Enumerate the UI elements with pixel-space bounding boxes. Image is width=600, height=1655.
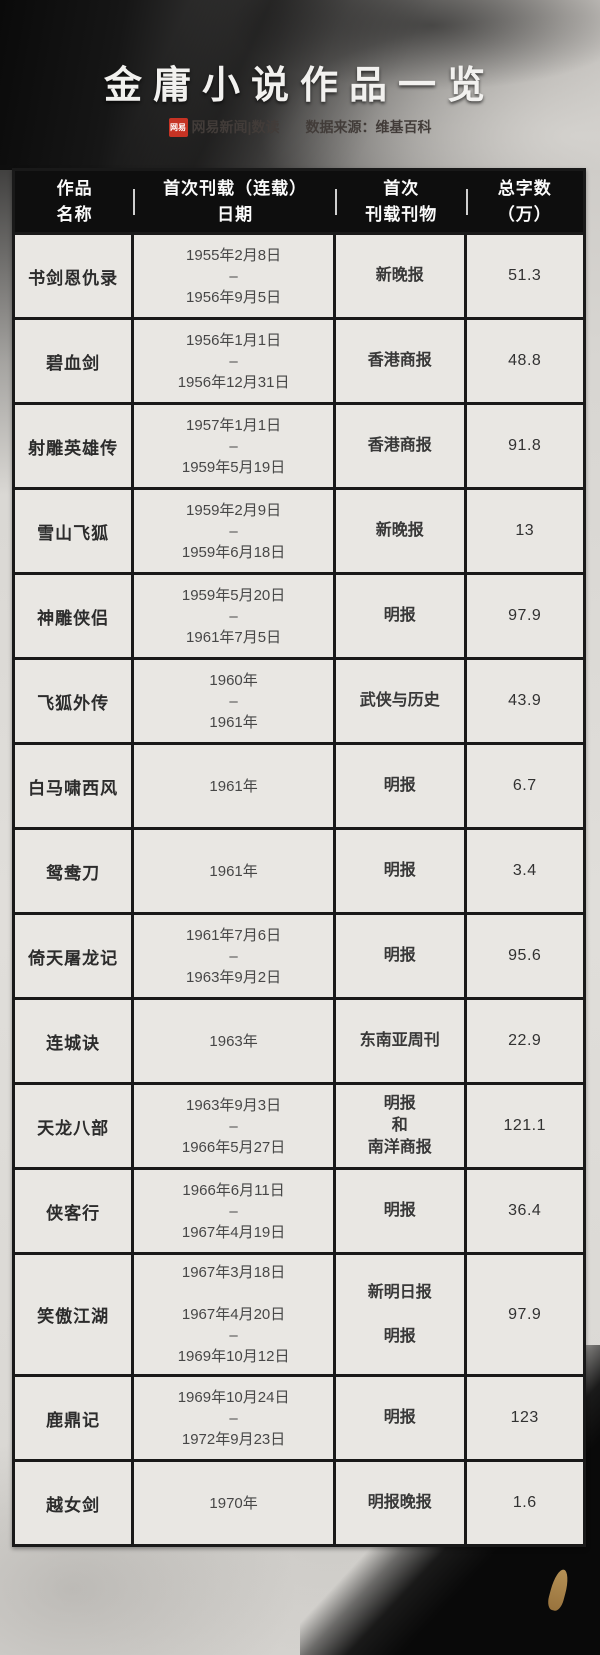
- column-header-line: 总字数: [497, 179, 552, 198]
- serialization-dates-cell: 1957年1月1日 – 1959年5月19日: [134, 405, 336, 487]
- page-title: 金庸小说作品一览: [103, 65, 496, 107]
- publication-cell: 香港商报: [336, 405, 467, 487]
- publication-cell: 明报: [336, 1377, 467, 1459]
- table-row: 雪山飞狐 1959年2月9日 – 1959年6月18日 新晚报 13: [15, 487, 583, 572]
- table-row: 鸳鸯刀 1961年 明报 3.4: [15, 827, 583, 912]
- word-count-cell: 6.7: [512, 777, 537, 794]
- work-name-cell: 神雕侠侣: [15, 575, 135, 657]
- table-row: 侠客行 1966年6月11日 – 1967年4月19日 明报 36.4: [15, 1167, 583, 1252]
- word-count-cell: 13: [515, 522, 535, 539]
- work-name-cell: 倚天屠龙记: [15, 915, 135, 997]
- publication-cell: 明报晚报: [336, 1462, 467, 1544]
- publication-cell: 香港商报: [336, 320, 467, 402]
- column-header-line: 日期: [217, 204, 254, 224]
- word-count-cell: 51.3: [508, 267, 542, 284]
- serialization-dates-cell: 1959年2月9日 – 1959年6月18日: [134, 490, 336, 572]
- serialization-dates-cell: 1969年10月24日 – 1972年9月23日: [134, 1377, 336, 1459]
- serialization-dates-cell: 1966年6月11日 – 1967年4月19日: [134, 1170, 336, 1252]
- top-ink-texture: [0, 0, 600, 170]
- left-ink-smudge: [0, 165, 13, 495]
- work-name-cell: 侠客行: [15, 1170, 135, 1252]
- word-count-cell: 97.9: [508, 607, 542, 624]
- table-row: 鹿鼎记 1969年10月24日 – 1972年9月23日 明报 123: [15, 1374, 583, 1459]
- work-name-cell: 天龙八部: [15, 1085, 135, 1167]
- table-row: 连城诀 1963年 东南亚周刊 22.9: [15, 997, 583, 1082]
- publication-cell: 明报: [336, 830, 467, 912]
- word-count-cell: 91.8: [508, 437, 542, 454]
- table-row: 书剑恩仇录 1955年2月8日 – 1956年9月5日 新晚报 51.3: [15, 232, 583, 317]
- work-name-cell: 飞狐外传: [15, 660, 135, 742]
- publication-cell: 新明日报 明报: [336, 1255, 467, 1374]
- publication-cell: 新晚报: [336, 235, 467, 317]
- serialization-dates-cell: 1955年2月8日 – 1956年9月5日: [134, 235, 336, 317]
- publication-cell: 明报: [336, 575, 467, 657]
- work-name-cell: 碧血剑: [15, 320, 135, 402]
- work-name-cell: 鸳鸯刀: [15, 830, 135, 912]
- word-count-cell: 43.9: [508, 692, 542, 709]
- serialization-dates-cell: 1956年1月1日 – 1956年12月31日: [134, 320, 336, 402]
- serialization-dates-cell: 1961年: [134, 830, 336, 912]
- word-count-cell: 36.4: [508, 1202, 542, 1219]
- work-name-cell: 连城诀: [15, 1000, 135, 1082]
- work-name-cell: 鹿鼎记: [15, 1377, 135, 1459]
- column-header-publication: 首次 刊载刊物: [336, 176, 467, 227]
- publication-cell: 明报: [336, 915, 467, 997]
- works-table: 作品 名称 首次刊载（连载） 日期 首次 刊载刊物 总字数 （万） 书剑恩仇录 …: [12, 168, 586, 1547]
- word-count-cell: 48.8: [508, 352, 542, 369]
- publication-cell: 武侠与历史: [336, 660, 467, 742]
- serialization-dates-cell: 1970年: [134, 1462, 336, 1544]
- table-row: 碧血剑 1956年1月1日 – 1956年12月31日 香港商报 48.8: [15, 317, 583, 402]
- column-header-line: 刊载刊物: [365, 204, 438, 224]
- serialization-dates-cell: 1961年: [134, 745, 336, 827]
- word-count-cell: 22.9: [508, 1032, 542, 1049]
- word-count-cell: 97.9: [508, 1305, 542, 1323]
- brand-name: 网易新闻|数读: [191, 119, 280, 135]
- work-name-cell: 越女剑: [15, 1462, 135, 1544]
- publication-cell: 明报: [336, 745, 467, 827]
- column-header-dates: 首次刊载（连载） 日期: [134, 176, 336, 227]
- word-count-cell: 121.1: [503, 1117, 546, 1134]
- column-header-line: （万）: [497, 204, 552, 224]
- word-count-cell: 1.6: [512, 1494, 537, 1511]
- work-name-cell: 笑傲江湖: [15, 1255, 135, 1374]
- word-count-cell: 123: [510, 1409, 539, 1426]
- netease-logo-icon: 网易: [168, 117, 188, 137]
- table-row: 飞狐外传 1960年 – 1961年 武侠与历史 43.9: [15, 657, 583, 742]
- work-name-cell: 雪山飞狐: [15, 490, 135, 572]
- table-row: 神雕侠侣 1959年5月20日 – 1961年7月5日 明报 97.9: [15, 572, 583, 657]
- table-row: 天龙八部 1963年9月3日 – 1966年5月27日 明报 和 南洋商报 12…: [15, 1082, 583, 1167]
- serialization-dates-cell: 1963年: [134, 1000, 336, 1082]
- column-header-line: 首次刊载（连载）: [163, 179, 308, 198]
- table-row: 越女剑 1970年 明报晚报 1.6: [15, 1459, 583, 1544]
- work-name-cell: 射雕英雄传: [15, 405, 135, 487]
- publication-cell: 东南亚周刊: [336, 1000, 467, 1082]
- table-body: 书剑恩仇录 1955年2月8日 – 1956年9月5日 新晚报 51.3 碧血剑…: [15, 232, 583, 1544]
- column-header-word-count: 总字数 （万）: [467, 176, 583, 227]
- table-row: 笑傲江湖 1967年3月18日 1967年4月20日 – 1969年10月12日…: [15, 1252, 583, 1374]
- word-count-cell: 95.6: [508, 947, 542, 964]
- publication-cell: 明报 和 南洋商报: [336, 1085, 467, 1167]
- work-name-cell: 书剑恩仇录: [15, 235, 135, 317]
- serialization-dates-cell: 1961年7月6日 – 1963年9月2日: [134, 915, 336, 997]
- serialization-dates-cell: 1959年5月20日 – 1961年7月5日: [134, 575, 336, 657]
- table-row: 倚天屠龙记 1961年7月6日 – 1963年9月2日 明报 95.6: [15, 912, 583, 997]
- publication-cell: 新晚报: [336, 490, 467, 572]
- brand-line: 网易 网易新闻|数读 数据来源：维基百科: [0, 117, 600, 137]
- table-row: 射雕英雄传 1957年1月1日 – 1959年5月19日 香港商报 91.8: [15, 402, 583, 487]
- column-header-line: 名称: [56, 204, 93, 224]
- word-count-cell: 3.4: [512, 862, 537, 879]
- column-header-line: 作品: [56, 179, 93, 198]
- serialization-dates-cell: 1963年9月3日 – 1966年5月27日: [134, 1085, 336, 1167]
- column-header-line: 首次: [383, 179, 420, 198]
- serialization-dates-cell: 1967年3月18日 1967年4月20日 – 1969年10月12日: [134, 1255, 336, 1374]
- table-header-row: 作品 名称 首次刊载（连载） 日期 首次 刊载刊物 总字数 （万）: [15, 171, 583, 232]
- column-header-work-name: 作品 名称: [15, 176, 134, 227]
- work-name-cell: 白马啸西风: [15, 745, 135, 827]
- publication-cell: 明报: [336, 1170, 467, 1252]
- serialization-dates-cell: 1960年 – 1961年: [134, 660, 336, 742]
- table-row: 白马啸西风 1961年 明报 6.7: [15, 742, 583, 827]
- data-source-label: 数据来源：维基百科: [305, 119, 432, 135]
